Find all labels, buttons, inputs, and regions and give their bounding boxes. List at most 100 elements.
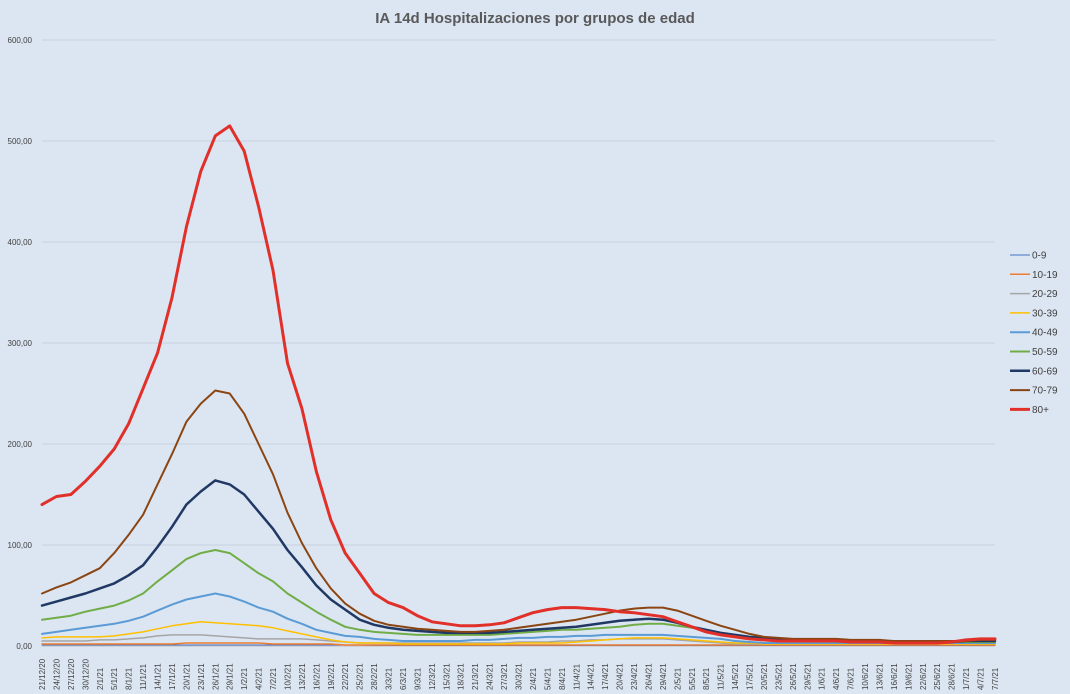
series-line-70-79 [41,389,996,642]
x-tick-label: 16/2/21 [312,663,321,690]
x-tick-label: 1/6/21 [818,667,827,690]
x-tick-label: 20/1/21 [182,663,191,690]
x-tick-label: 21/3/21 [471,663,480,690]
y-tick-label: 600,00 [8,36,33,45]
legend-item: 50-59 [1010,347,1058,358]
x-tick-label: 28/2/21 [370,663,379,690]
x-tick-label: 2/1/21 [96,667,105,690]
x-tick-label: 30/12/20 [81,658,90,690]
x-tick-label: 11/1/21 [139,663,148,690]
y-tick-label: 500,00 [8,137,33,146]
x-tick-label: 7/6/21 [847,667,856,690]
x-tick-label: 8/5/21 [702,667,711,690]
x-tick-label: 20/4/21 [616,663,625,690]
x-tick-label: 23/4/21 [630,663,639,690]
x-tick-label: 29/1/21 [226,663,235,690]
x-tick-label: 26/5/21 [789,663,798,690]
x-tick-label: 5/1/21 [110,667,119,690]
series-line-40-49 [41,592,996,644]
legend-label: 70-79 [1032,386,1058,397]
legend-item: 0-9 [1010,251,1047,262]
x-tick-label: 18/3/21 [457,663,466,690]
x-tick-label: 25/2/21 [356,663,365,690]
x-tick-label: 1/2/21 [240,667,249,690]
x-tick-label: 13/2/21 [298,663,307,690]
legend-label: 30-39 [1032,308,1058,319]
x-tick-label: 15/3/21 [442,663,451,690]
y-tick-label: 100,00 [8,541,33,550]
x-tick-label: 28/6/21 [948,663,957,690]
x-tick-label: 22/2/21 [341,663,350,690]
x-tick-label: 25/6/21 [933,663,942,690]
x-tick-label: 20/5/21 [760,663,769,690]
legend-label: 80+ [1032,405,1049,416]
x-tick-label: 19/6/21 [904,663,913,690]
x-tick-label: 10/2/21 [283,663,292,690]
legend-label: 20-29 [1032,289,1058,300]
x-tick-label: 17/4/21 [601,663,610,690]
legend-item: 80+ [1010,405,1049,416]
x-tick-label: 6/3/21 [399,667,408,690]
x-axis-ticks: 21/12/20 24/12/20 27/12/20 30/12/20 2/1/21 5/… [38,658,1000,690]
x-tick-label: 24/3/21 [486,663,495,690]
x-tick-label: 29/4/21 [659,663,668,690]
series-lines [40,124,997,646]
x-tick-label: 8/1/21 [125,667,134,690]
x-tick-label: 7/7/21 [991,667,1000,690]
y-tick-label: 400,00 [8,238,33,247]
x-tick-label: 4/2/21 [255,667,264,690]
legend-item: 60-69 [1010,366,1058,377]
x-tick-label: 22/6/21 [919,663,928,690]
series-line-10-19 [41,642,996,646]
series-line-80plus [40,124,997,645]
x-tick-label: 17/5/21 [746,663,755,690]
chart-title: IA 14d Hospitalizaciones por grupos de e… [375,10,695,27]
legend-label: 60-69 [1032,366,1058,377]
x-tick-label: 2/4/21 [529,667,538,690]
legend-item: 40-49 [1010,328,1058,339]
legend-label: 40-49 [1032,328,1058,339]
y-tick-label: 0,00 [16,642,32,651]
x-tick-label: 12/3/21 [428,663,437,690]
x-tick-label: 4/6/21 [832,667,841,690]
x-tick-label: 11/4/21 [572,663,581,690]
legend-label: 50-59 [1032,347,1058,358]
x-tick-label: 17/1/21 [168,663,177,690]
x-tick-label: 29/5/21 [803,663,812,690]
x-tick-label: 4/7/21 [977,667,986,690]
x-tick-label: 27/3/21 [500,663,509,690]
x-tick-label: 7/2/21 [269,667,278,690]
x-tick-label: 3/3/21 [385,667,394,690]
x-tick-label: 10/6/21 [861,663,870,690]
x-tick-label: 23/1/21 [197,663,206,690]
x-tick-label: 11/5/21 [717,663,726,690]
gridlines [42,39,995,647]
x-tick-label: 14/4/21 [587,663,596,690]
x-tick-label: 30/3/21 [515,663,524,690]
x-tick-label: 26/4/21 [644,663,653,690]
y-tick-label: 200,00 [8,440,33,449]
legend: 0-9 10-19 20-29 30-39 40-49 50-59 60-69 70-79 80… [1010,251,1058,416]
x-tick-label: 24/12/20 [52,658,61,690]
x-tick-label: 27/12/20 [67,658,76,690]
x-tick-label: 23/5/21 [774,663,783,690]
legend-label: 10-19 [1032,270,1058,281]
x-tick-label: 21/12/20 [38,658,47,690]
legend-item: 10-19 [1010,270,1058,281]
legend-item: 30-39 [1010,308,1058,319]
x-tick-label: 16/6/21 [890,663,899,690]
y-tick-label: 300,00 [8,339,33,348]
legend-label: 0-9 [1032,251,1047,262]
x-tick-label: 5/4/21 [543,667,552,690]
x-tick-label: 9/3/21 [413,667,422,690]
x-tick-label: 14/1/21 [154,663,163,690]
legend-item: 20-29 [1010,289,1058,300]
legend-item: 70-79 [1010,386,1058,397]
x-tick-label: 1/7/21 [962,667,971,690]
x-tick-label: 8/4/21 [558,667,567,690]
x-tick-label: 26/1/21 [211,663,220,690]
y-axis-ticks: 0,00 100,00 200,00 300,00 400,00 500,00 600,00 [8,36,33,651]
x-tick-label: 14/5/21 [731,663,740,690]
